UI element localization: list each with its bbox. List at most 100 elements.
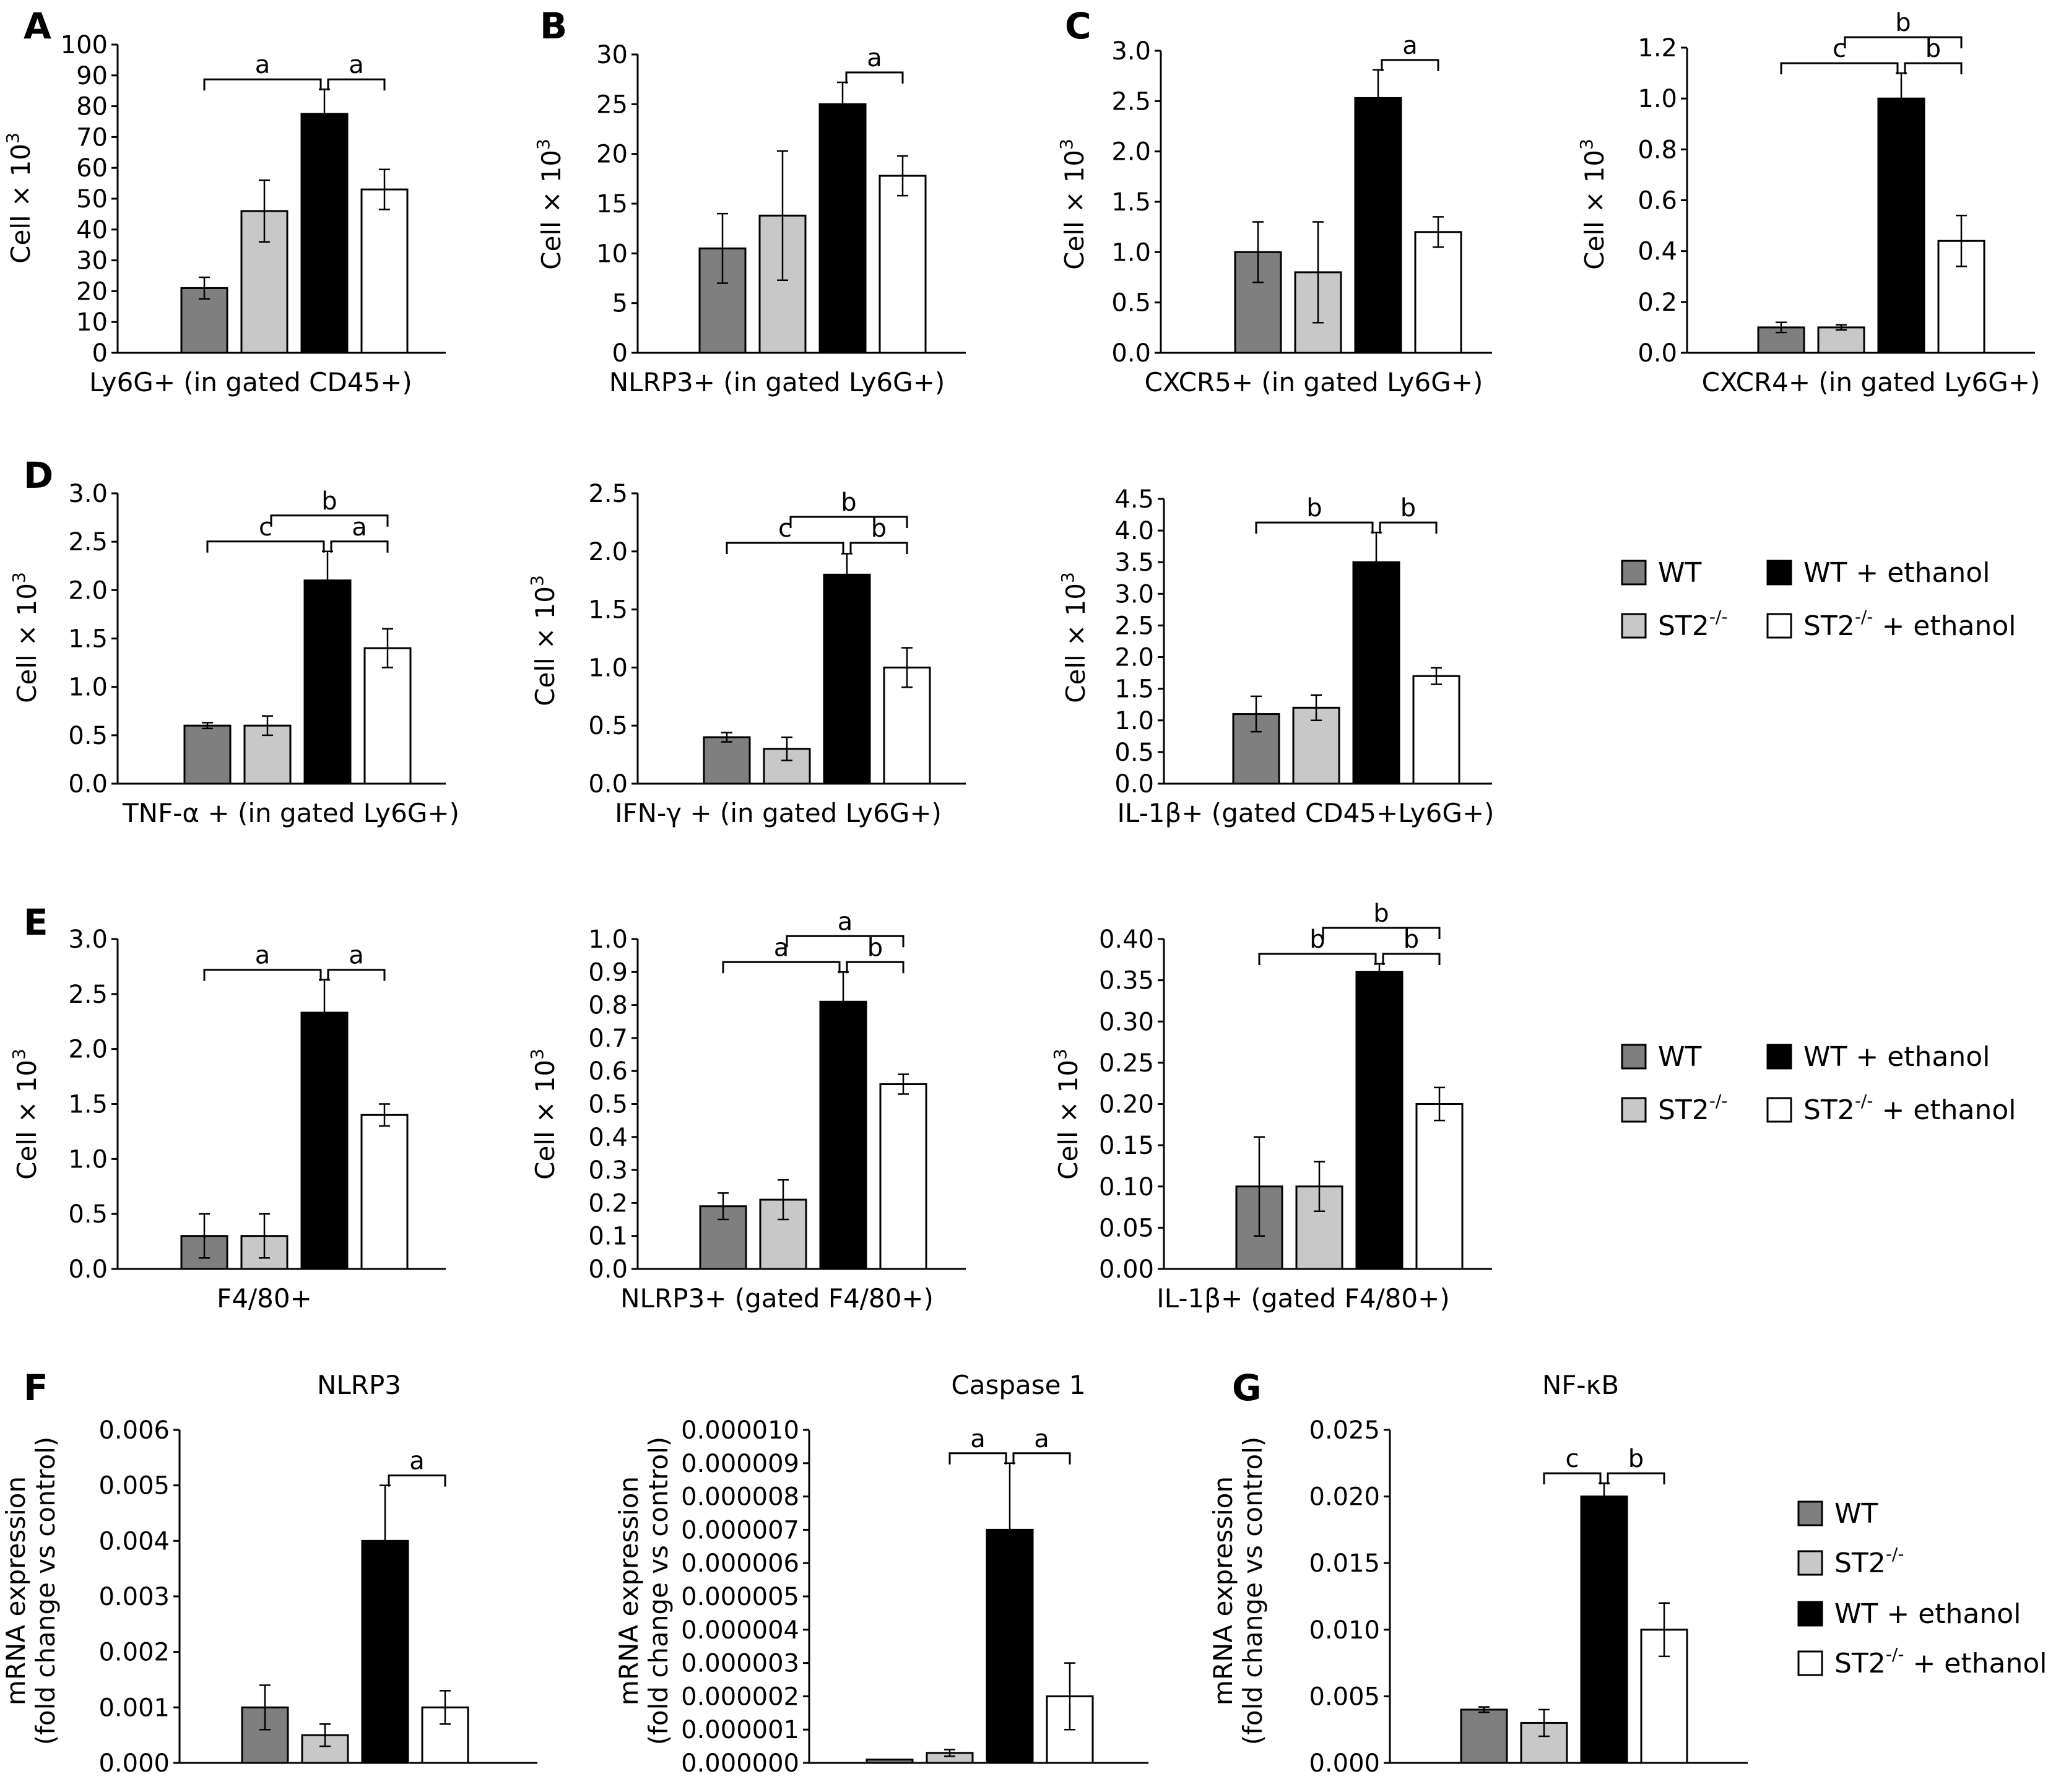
panel-letter-g: G [1232, 1367, 1262, 1409]
y-tick-label: 2.5 [68, 528, 108, 556]
significance-label: b [871, 514, 887, 543]
legend-label: WT + ethanol [1803, 557, 1990, 589]
bar-st2-ethanol [1415, 1103, 1464, 1270]
legend-superscript: -/- [1709, 607, 1728, 627]
significance-bracket [948, 1452, 1007, 1465]
y-tick-label: 0.002 [98, 1638, 170, 1667]
y-tick-label: 0.000009 [681, 1450, 799, 1478]
significance-label: a [970, 1425, 986, 1453]
panel-letter-c: C [1065, 5, 1091, 47]
y-tick-label: 2.0 [68, 576, 108, 605]
y-axis-label: Cell × 103 [1050, 1049, 1083, 1180]
y-tick-label: 0.0 [68, 1255, 108, 1284]
y-tick-label: 0.6 [1638, 187, 1677, 215]
bar-wt-ethanol [1580, 1495, 1628, 1764]
significance-label: b [1404, 925, 1419, 954]
panel-letter-b: B [540, 5, 567, 47]
legend-row-e: WT ST2-/- WT + ethanol ST2-/- + ethanol [1621, 1041, 2016, 1126]
y-tick-label: 0.5 [68, 722, 108, 750]
y-tick-label: 2.0 [588, 538, 628, 566]
y-axis-label: Cell × 103 [9, 572, 42, 703]
y-tick-label: 2.0 [1114, 644, 1154, 672]
panel-letter-f: F [24, 1367, 48, 1409]
y-axis-label: Cell × 103 [527, 575, 560, 706]
significance-label: b [1628, 1445, 1644, 1473]
y-tick-label: 0.000002 [681, 1682, 799, 1711]
bar-st2-ethanol [360, 1114, 409, 1270]
chart-title: NLRP3 [317, 1370, 401, 1400]
y-tick-label: 0.5 [68, 1200, 108, 1229]
significance-bracket [1012, 1452, 1071, 1465]
significance-label: b [1306, 494, 1322, 522]
y-tick-label: 0.25 [1099, 1049, 1154, 1078]
y-axis-label-line-2: (fold change vs control) [1238, 1437, 1268, 1746]
chart-panel-8: 0.0 0.5 1.0 1.5 2.0 2.5 3.0 a a F4/80+ Cell × 103 E [9, 901, 446, 1314]
y-tick-label: 0.05 [1099, 1214, 1154, 1242]
significance-bracket [789, 516, 908, 528]
y-tick-label: 0.015 [1309, 1549, 1380, 1578]
y-tick-label: 0.20 [1099, 1091, 1154, 1119]
y-tick-label: 25 [596, 90, 628, 119]
y-tick-label: 1.5 [68, 1091, 108, 1119]
y-axis-label: Cell × 103 [2, 132, 36, 264]
significance-bracket [1382, 953, 1441, 965]
y-tick-label: 2.0 [1111, 138, 1151, 167]
legend-swatch [1621, 613, 1647, 639]
y-axis-label-line-1: mRNA expression [1208, 1476, 1238, 1705]
y-tick-label: 4.5 [1114, 485, 1154, 514]
chart-panel-6: 0.0 0.5 1.0 1.5 2.0 2.5 c bb IFN-γ + (in gated L… [527, 480, 966, 828]
bar-st2-ethanol [1412, 675, 1460, 785]
y-tick-label: 100 [61, 31, 108, 59]
y-tick-label: 0.006 [98, 1416, 170, 1445]
y-tick-label: 0.15 [1099, 1132, 1154, 1160]
significance-bracket [388, 1474, 446, 1487]
bar-wt-ethanol [818, 103, 867, 354]
y-tick-label: 1.2 [1638, 34, 1677, 63]
y-tick-label: 0.8 [588, 992, 628, 1020]
y-tick-label: 1.5 [588, 596, 628, 625]
significance-bracket [1904, 62, 1963, 75]
significance-label: c [778, 514, 792, 543]
significance-bracket [203, 78, 322, 91]
panel-letter-d: D [24, 454, 53, 496]
significance-label: a [867, 44, 882, 72]
significance-label: a [349, 941, 364, 970]
significance-label: a [1402, 32, 1418, 60]
significance-bracket [849, 542, 908, 554]
legend-superscript: -/- [1886, 1544, 1904, 1564]
y-tick-label: 40 [76, 216, 108, 245]
y-tick-label: 0.2 [1638, 288, 1677, 317]
chart-title: NF-κB [1542, 1370, 1619, 1400]
y-tick-label: 0.000004 [681, 1616, 799, 1645]
y-tick-label: 0.000 [1309, 1749, 1380, 1778]
significance-label: a [1034, 1425, 1049, 1453]
x-axis-label: NLRP3+ (in gated Ly6G+) [609, 367, 945, 397]
legend-swatch [1621, 1044, 1647, 1070]
y-tick-label: 0.5 [588, 712, 628, 740]
legend-superscript: -/- [1709, 1091, 1728, 1111]
significance-bracket [786, 935, 905, 948]
significance-bracket [726, 542, 844, 554]
y-tick-label: 30 [596, 41, 628, 69]
y-axis-label: mRNA expression(fold change vs control) [1208, 1437, 1268, 1746]
legend-label: ST2-/- [1834, 1544, 1904, 1579]
bar-wt-ethanol [303, 579, 352, 785]
x-axis-label: TNF-α + (in gated Ly6G+) [122, 798, 459, 828]
y-tick-label: 70 [76, 123, 108, 152]
y-tick-label: 1.0 [588, 925, 628, 954]
chart-panel-11: 0.000 0.001 0.002 0.003 0.004 0.005 0.006 a NLRP… [1, 1367, 537, 1778]
bar-wt-ethanol [1354, 97, 1402, 354]
y-tick-label: 0.5 [588, 1091, 628, 1119]
y-tick-label: 30 [76, 247, 108, 275]
bar-wt-ethanol [1877, 97, 1925, 354]
y-axis-label-line-1: mRNA expression [614, 1476, 644, 1705]
y-tick-label: 0.0 [588, 1255, 628, 1284]
chart-panel-9: 0.00.10.20.30.40.50.60.70.80.91.0 a baNLRP… [527, 907, 966, 1314]
y-tick-label: 2.0 [68, 1036, 108, 1064]
significance-label: b [321, 487, 337, 516]
legend-label: ST2-/- + ethanol [1803, 607, 2016, 642]
y-tick-label: 1.0 [68, 673, 108, 702]
significance-bracket [1255, 521, 1374, 534]
significance-label: a [255, 941, 271, 970]
